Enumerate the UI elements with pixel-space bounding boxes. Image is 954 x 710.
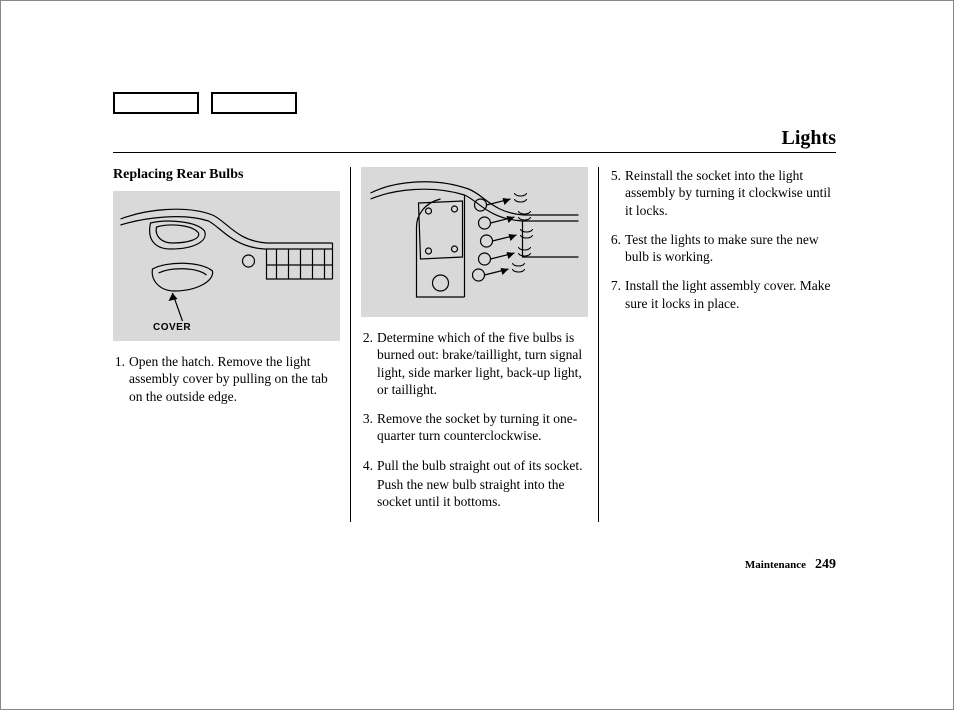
manual-page: Lights Replacing Rear Bulbs: [0, 0, 954, 710]
page-title: Lights: [782, 127, 836, 150]
step-4-line2: Push the new bulb straight into the sock…: [377, 476, 588, 511]
blank-box-left: [113, 92, 199, 114]
title-rule: [113, 152, 836, 153]
step-text: Reinstall the socket into the light asse…: [625, 167, 836, 219]
section-subheading: Replacing Rear Bulbs: [113, 167, 340, 183]
column-1: Replacing Rear Bulbs: [113, 167, 351, 522]
step-text: Remove the socket by turning it one-quar…: [377, 410, 588, 445]
figure-cover: COVER: [113, 191, 340, 341]
step-7: 7. Install the light assembly cover. Mak…: [609, 277, 836, 312]
step-number: 6.: [609, 231, 625, 266]
top-box-row: [113, 92, 297, 114]
step-2: 2. Determine which of the five bulbs is …: [361, 329, 588, 398]
drawing-sockets: [361, 167, 588, 317]
step-number: 2.: [361, 329, 377, 398]
step-4: 4. Pull the bulb straight out of its soc…: [361, 457, 588, 511]
page-footer: Maintenance 249: [745, 557, 836, 573]
step-number: 5.: [609, 167, 625, 219]
step-text: Determine which of the five bulbs is bur…: [377, 329, 588, 398]
step-6: 6. Test the lights to make sure the new …: [609, 231, 836, 266]
step-number: 7.: [609, 277, 625, 312]
step-number: 1.: [113, 353, 129, 405]
footer-page-number: 249: [815, 557, 836, 572]
column-2: 2. Determine which of the five bulbs is …: [351, 167, 599, 522]
step-1: 1. Open the hatch. Remove the light asse…: [113, 353, 340, 405]
step-text: Test the lights to make sure the new bul…: [625, 231, 836, 266]
content-columns: Replacing Rear Bulbs: [113, 167, 836, 522]
step-4-line1: Pull the bulb straight out of its socket…: [377, 458, 583, 473]
cover-label: COVER: [153, 322, 191, 333]
step-number: 3.: [361, 410, 377, 445]
blank-box-right: [211, 92, 297, 114]
column-3: 5. Reinstall the socket into the light a…: [599, 167, 836, 522]
footer-section: Maintenance: [745, 559, 806, 571]
step-text: Install the light assembly cover. Make s…: [625, 277, 836, 312]
figure-sockets: [361, 167, 588, 317]
drawing-cover: [113, 191, 340, 341]
step-3: 3. Remove the socket by turning it one-q…: [361, 410, 588, 445]
step-number: 4.: [361, 457, 377, 511]
step-text: Pull the bulb straight out of its socket…: [377, 457, 588, 511]
step-5: 5. Reinstall the socket into the light a…: [609, 167, 836, 219]
step-text: Open the hatch. Remove the light assembl…: [129, 353, 340, 405]
